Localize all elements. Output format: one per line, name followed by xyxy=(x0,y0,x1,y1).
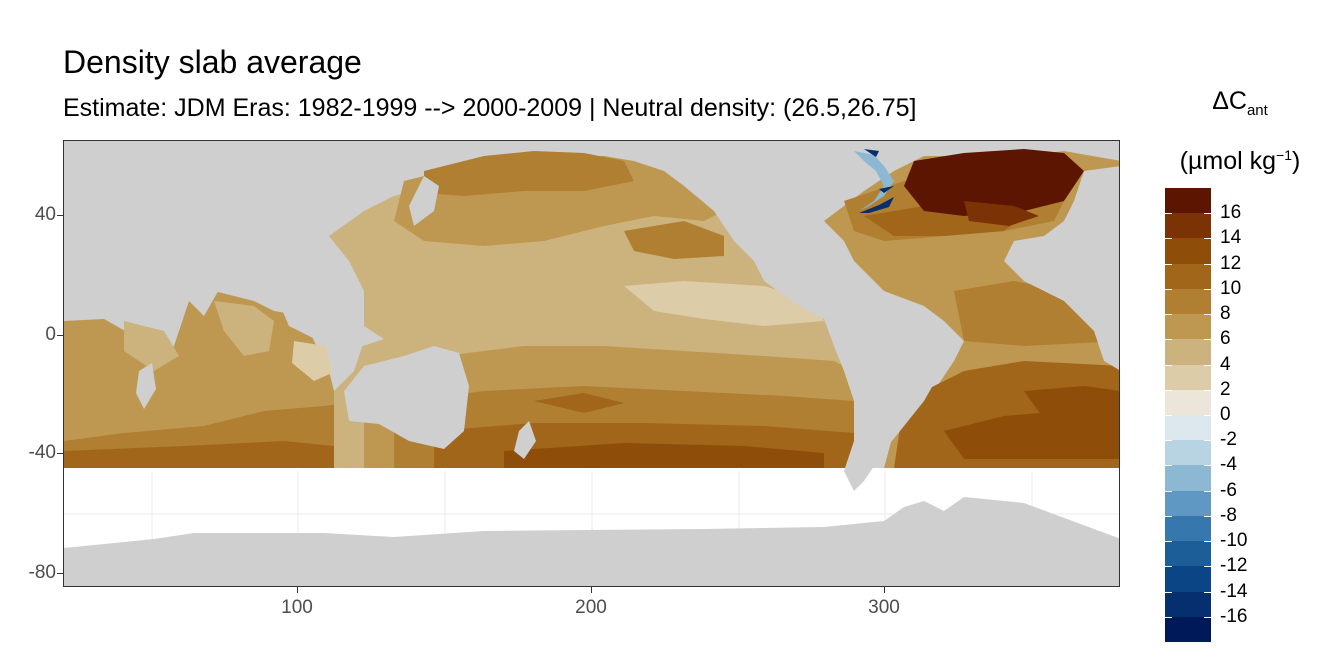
legend-swatch xyxy=(1165,238,1211,265)
legend-tick xyxy=(1204,314,1211,316)
x-tick-label: 100 xyxy=(281,597,313,618)
legend-tick xyxy=(1204,490,1211,492)
legend-tick xyxy=(1165,515,1172,517)
legend-tick xyxy=(1165,288,1172,290)
legend-swatch xyxy=(1165,440,1211,466)
legend-tick xyxy=(1165,440,1172,442)
x-tick-mark xyxy=(591,587,592,593)
legend-tick xyxy=(1165,591,1172,593)
legend-swatch xyxy=(1165,541,1211,567)
legend-label: 6 xyxy=(1220,328,1231,350)
legend-tick xyxy=(1165,415,1172,416)
legend-tick xyxy=(1165,490,1172,492)
legend-swatch xyxy=(1165,515,1211,542)
legend-tick xyxy=(1165,566,1172,568)
x-tick-label: 200 xyxy=(575,597,607,618)
legend-label: -4 xyxy=(1220,454,1237,476)
legend-label: 12 xyxy=(1220,252,1242,274)
legend-subscript: ant xyxy=(1246,102,1268,119)
legend-tick xyxy=(1204,440,1211,442)
map-panel xyxy=(63,140,1120,587)
legend-label: -10 xyxy=(1220,530,1248,552)
legend-swatch xyxy=(1165,591,1211,618)
y-tick-label: 0 xyxy=(45,324,56,345)
legend-label: 8 xyxy=(1220,303,1231,325)
legend-swatch xyxy=(1165,213,1211,239)
legend-colorbar xyxy=(1165,188,1211,643)
legend-tick xyxy=(1204,263,1211,265)
legend-tick xyxy=(1165,541,1172,543)
legend-swatch xyxy=(1165,415,1211,441)
legend-tick xyxy=(1204,591,1211,593)
legend-tick xyxy=(1204,515,1211,517)
legend-tick xyxy=(1165,314,1172,316)
legend-label: -6 xyxy=(1220,479,1237,501)
legend-label: 0 xyxy=(1220,404,1231,425)
legend-tick xyxy=(1204,238,1211,240)
legend-label: 4 xyxy=(1220,353,1231,375)
legend-unit: (µmol kg−1) xyxy=(1179,147,1301,175)
x-tick-label: 300 xyxy=(868,597,900,618)
legend-tick xyxy=(1165,263,1172,265)
legend-label: -16 xyxy=(1220,605,1248,627)
legend-tick xyxy=(1165,389,1172,391)
legend-tick xyxy=(1204,616,1211,618)
legend-tick xyxy=(1204,364,1211,366)
legend-tick xyxy=(1165,364,1172,366)
legend-swatch xyxy=(1165,389,1211,416)
legend-label: 16 xyxy=(1220,202,1242,224)
legend-swatch xyxy=(1165,490,1211,517)
legend-swatch xyxy=(1165,465,1211,492)
legend-label: -14 xyxy=(1220,580,1248,602)
legend-tick xyxy=(1204,389,1211,391)
legend-label: -2 xyxy=(1220,429,1237,451)
y-tick-mark xyxy=(57,573,63,574)
legend-tick xyxy=(1165,238,1172,240)
y-tick-mark xyxy=(57,453,63,454)
legend-tick xyxy=(1204,213,1211,215)
legend-tick xyxy=(1204,415,1211,416)
legend-label: 10 xyxy=(1220,277,1242,299)
x-tick-mark xyxy=(884,587,885,593)
legend-swatch xyxy=(1165,566,1211,593)
legend-tick xyxy=(1204,288,1211,290)
legend-tick xyxy=(1204,541,1211,543)
map-canvas xyxy=(64,141,1119,586)
map-subtitle: Estimate: JDM Eras: 1982-1999 --> 2000-2… xyxy=(63,94,917,122)
legend-tick xyxy=(1204,566,1211,568)
indian-ocean xyxy=(64,291,374,468)
y-tick-mark xyxy=(57,215,63,216)
y-tick-label: -40 xyxy=(28,442,56,463)
y-tick-label: -80 xyxy=(28,562,56,583)
map-title: Density slab average xyxy=(63,44,362,80)
legend-tick xyxy=(1165,339,1172,341)
legend-symbol: ΔC xyxy=(1212,87,1247,115)
legend-swatch xyxy=(1165,263,1211,290)
legend-tick xyxy=(1165,213,1172,215)
legend-title: ΔCant (µmol kg−1) xyxy=(1160,86,1320,176)
legend-label: 2 xyxy=(1220,378,1231,400)
legend-tick xyxy=(1204,465,1211,467)
y-tick-label: 40 xyxy=(34,204,56,225)
legend-swatch xyxy=(1165,288,1211,315)
legend-label: -12 xyxy=(1220,555,1248,577)
legend-label: 14 xyxy=(1220,227,1242,249)
legend-tick xyxy=(1165,465,1172,467)
legend-swatch xyxy=(1165,364,1211,391)
legend-swatch xyxy=(1165,188,1211,214)
legend-swatch xyxy=(1165,314,1211,340)
legend-label: -8 xyxy=(1220,504,1237,526)
legend-tick xyxy=(1204,339,1211,341)
x-tick-mark xyxy=(297,587,298,593)
y-tick-mark xyxy=(57,335,63,336)
legend-swatch xyxy=(1165,339,1211,366)
legend-tick xyxy=(1165,616,1172,618)
legend-swatch xyxy=(1165,616,1211,643)
